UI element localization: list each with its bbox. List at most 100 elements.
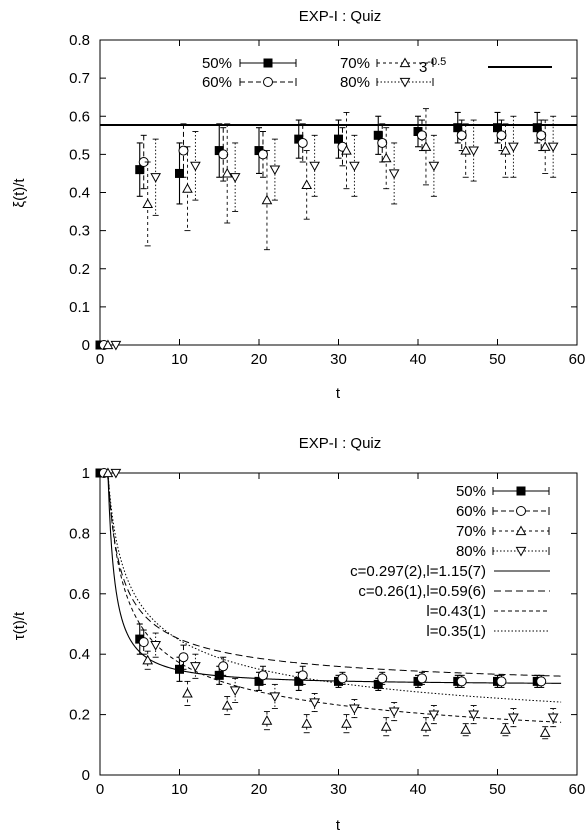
chart1-point-70%: [221, 167, 233, 178]
chart1-point-50%: [135, 165, 145, 175]
chart2-point-80%: [309, 698, 320, 709]
chart1-ytick-label: 0.3: [69, 223, 90, 240]
chart2-point-70%: [420, 721, 432, 731]
chart2-point-80%: [110, 468, 122, 479]
chart2-ytick-label: 0.4: [69, 646, 90, 663]
chart1-point-70%: [142, 198, 154, 209]
chart1-ytick-label: 0.6: [69, 108, 90, 125]
chart2-legend-80: 80%: [456, 543, 486, 560]
chart2-legend-fit-3: l=0.43(1): [426, 603, 486, 620]
fit-curve-3: [104, 472, 562, 723]
chart2-ytick-label: 0.8: [69, 525, 90, 542]
chart-xi: EXP-I : Quiz 0 10 20 30 40 50 6000.10.20.30.40…: [11, 8, 585, 402]
chart1-point-80%: [428, 161, 440, 172]
chart2-legend: 50% 60% 70% 80% c=0.297(2),l=1.15(7) c=0…: [350, 483, 550, 640]
chart2-ytick-label: 0.6: [69, 586, 90, 603]
chart2-point-70%: [341, 718, 352, 728]
chart1-legend: 50% 60% 70% 80% 3-0.5: [202, 55, 552, 91]
chart2-point-60%: [456, 676, 467, 687]
chart1-point-50%: [214, 146, 224, 156]
chart2-legend-50: 50%: [456, 483, 486, 500]
chart1-ylabel: ξ(t)/t: [11, 178, 28, 208]
chart1-point-80%: [309, 161, 320, 172]
chart1-point-70%: [500, 145, 511, 155]
chart2-legend-fit-2: c=0.26(1),l=0.59(6): [358, 583, 486, 600]
chart2-xtick-label: 20: [251, 781, 268, 798]
chart1-legend-70: 70%: [340, 55, 370, 72]
chart1-point-60%: [536, 130, 547, 141]
chart2-ytick-label: 1: [82, 465, 90, 482]
chart1-point-50%: [254, 146, 264, 156]
chart1-point-80%: [110, 340, 122, 351]
chart2-point-80%: [229, 686, 241, 696]
chart1-point-70%: [102, 339, 114, 350]
chart1-xtick-label: 30: [330, 351, 347, 368]
chart1-point-80%: [349, 161, 360, 172]
chart2-point-60%: [536, 676, 547, 687]
chart2-xtick-label: 10: [171, 781, 188, 798]
chart2-point-70%: [460, 724, 472, 734]
chart2-legend-marker-50%: [516, 486, 526, 496]
chart2-point-60%: [496, 676, 507, 687]
chart2-point-50%: [214, 670, 224, 680]
chart1-point-70%: [301, 179, 313, 189]
chart1-point-50%: [493, 123, 502, 133]
chart1-xtick-label: 60: [569, 351, 586, 368]
chart2-legend-marker-70%: [515, 525, 527, 536]
chart1-axes: 0 10 20 30 40 50 60 0 0.1 0.2 0.3 0.4 0.5 0.6 0.7 0.8: [69, 32, 585, 368]
chart1-point-60%: [496, 130, 507, 141]
chart2-xtick-label: 50: [489, 781, 506, 798]
chart2-legend-marker-80%: [515, 546, 527, 557]
chart1-ytick-label: 0.2: [69, 261, 90, 278]
chart-tau: EXP-I : Quiz 0 10 20 30 40 50 60 0 0.2 0.4 0.6 0.8 1…: [11, 435, 585, 834]
chart2-xtick-label: 30: [330, 781, 347, 798]
chart1-legend-ref: 3-0.5: [419, 56, 446, 76]
chart2-legend-fit-1: c=0.297(2),l=1.15(7): [350, 563, 486, 580]
chart1-legend-marker-60%: [263, 77, 273, 87]
chart1-xtick-label: 0: [96, 351, 104, 368]
chart1-ytick-label: 0.4: [69, 185, 90, 202]
chart1-point-70%: [460, 145, 472, 155]
chart2-point-80%: [468, 710, 479, 721]
chart1-xlabel: t: [336, 385, 341, 402]
chart2-point-60%: [337, 673, 348, 684]
chart2-point-60%: [416, 673, 427, 684]
chart2-point-70%: [539, 727, 551, 737]
chart2-point-60%: [138, 637, 149, 648]
chart1-legend-marker-50%: [263, 58, 273, 68]
chart2-point-60%: [377, 673, 388, 684]
chart2-point-70%: [301, 718, 313, 728]
fit-curve-2: [104, 472, 562, 677]
chart1-point-70%: [182, 183, 193, 193]
chart1-point-70%: [261, 194, 273, 205]
chart2-point-70%: [221, 700, 233, 710]
chart2-point-80%: [150, 641, 161, 651]
chart2-point-50%: [294, 676, 304, 686]
chart2-point-70%: [261, 715, 273, 725]
chart1-point-80%: [269, 165, 281, 176]
chart1-point-60%: [297, 137, 308, 148]
chart2-point-60%: [218, 661, 229, 672]
chart1-point-60%: [178, 145, 189, 156]
chart2-point-70%: [182, 687, 193, 698]
chart2-point-80%: [547, 713, 559, 724]
chart1-point-60%: [218, 149, 229, 160]
chart2-ytick-label: 0: [82, 767, 90, 784]
chart2-legend-70: 70%: [456, 523, 486, 540]
chart1-point-60%: [257, 149, 268, 160]
chart1-legend-60: 60%: [202, 74, 232, 91]
chart1-xtick-label: 20: [251, 351, 268, 368]
chart1-point-50%: [334, 134, 343, 144]
chart2-data: [95, 467, 559, 740]
chart1-point-50%: [413, 127, 423, 136]
chart1-ytick-label: 0: [82, 337, 90, 354]
chart2-point-80%: [190, 662, 201, 672]
chart2-point-70%: [380, 721, 392, 731]
chart1-legend-ref-base: 3: [419, 59, 427, 76]
chart1-point-50%: [453, 123, 463, 133]
chart1-point-80%: [229, 173, 241, 183]
chart1-point-70%: [420, 141, 432, 151]
chart2-point-80%: [388, 707, 400, 718]
chart1-point-80%: [150, 173, 161, 183]
chart2-point-60%: [297, 670, 308, 681]
